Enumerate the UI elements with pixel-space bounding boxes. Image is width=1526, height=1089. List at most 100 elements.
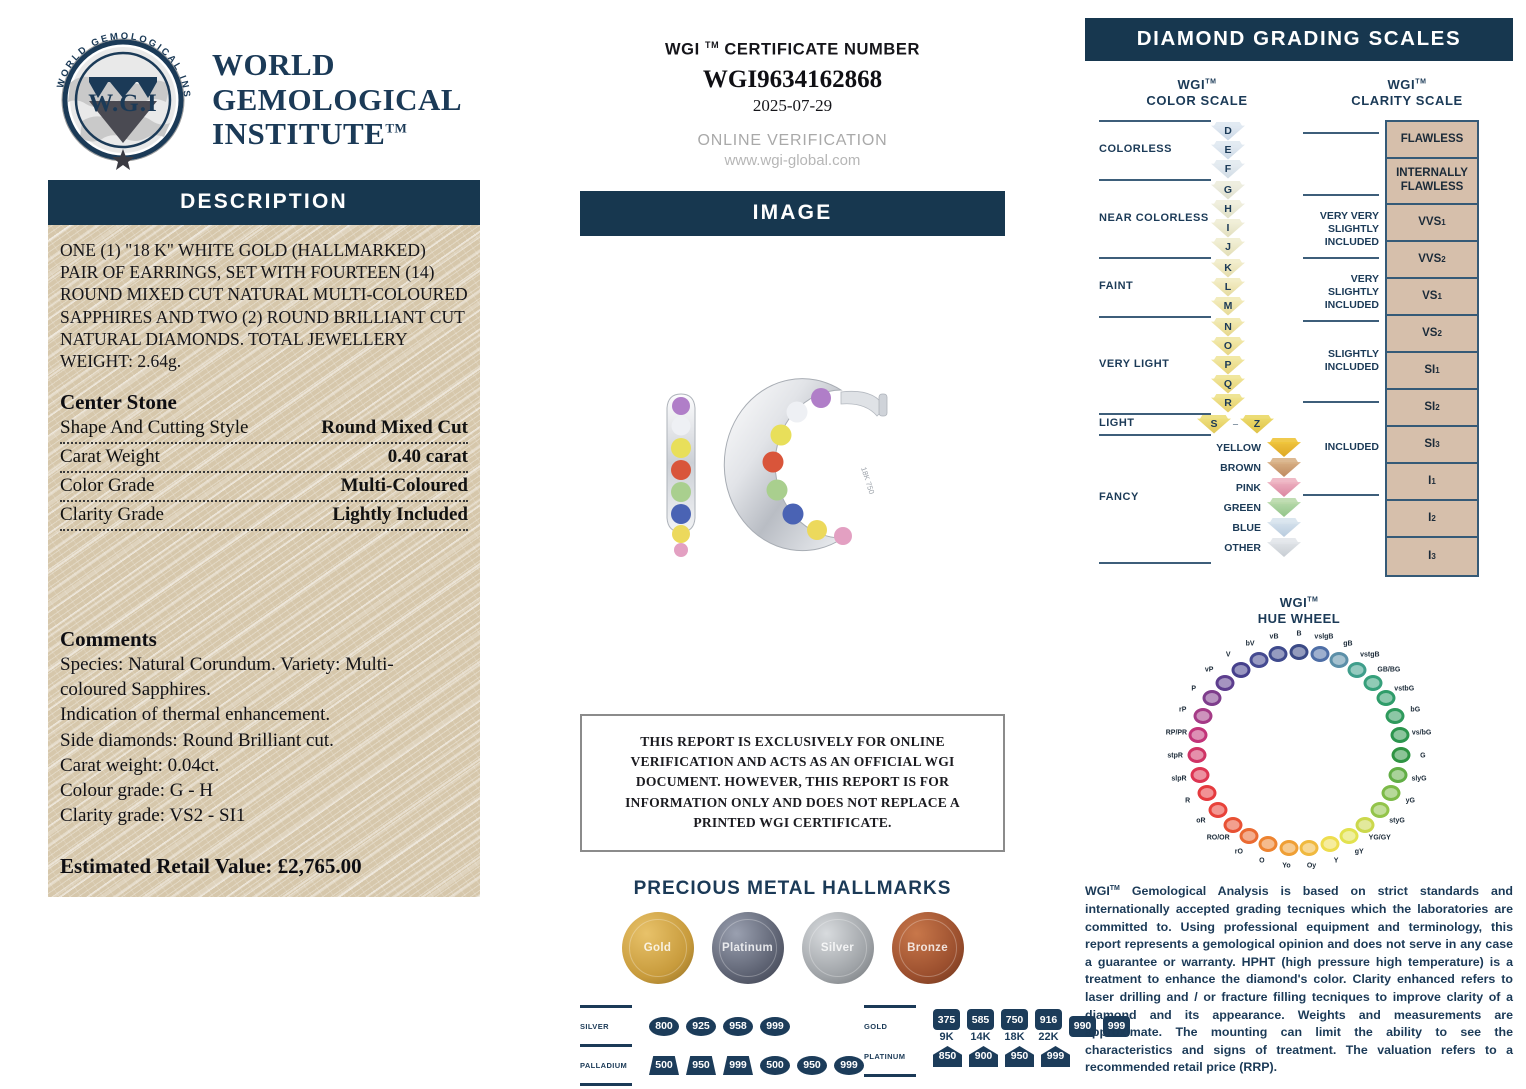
table-row: Shape And Cutting Style Round Mixed Cut: [60, 415, 468, 445]
comments-line: Indication of thermal enhancement.: [60, 704, 331, 726]
hue-label: vP: [1204, 666, 1214, 674]
hallmark-mark: 800: [649, 1016, 679, 1036]
karat-label: 22K: [1038, 1031, 1059, 1044]
hue-dot: [1239, 827, 1259, 844]
karat-label: 18K: [1004, 1031, 1025, 1044]
hue-label: B: [1296, 630, 1302, 638]
divider: [864, 1074, 916, 1078]
hue-dot: [1187, 747, 1207, 764]
hallmark-mark: 850: [933, 1045, 962, 1067]
hue-label: P: [1191, 685, 1197, 693]
color-grade-O: O: [1211, 336, 1245, 356]
hallmark-mark: 950: [1005, 1045, 1034, 1067]
spacer: [60, 531, 468, 627]
clarity-scale-body: VERY VERY SLIGHTLY INCLUDED VERY SLIGHTL…: [1301, 119, 1513, 577]
fancy-name: PINK: [1235, 481, 1261, 494]
certificate-number: WGI9634162868: [702, 65, 883, 93]
color-grade-Z: Z: [1240, 414, 1274, 434]
hue-dot: [1385, 708, 1405, 725]
description-header: DESCRIPTION: [48, 180, 480, 225]
wgi-logo-icon: W.G.I WORLD GEMOLOGICAL INSTITUTE: [43, 17, 198, 175]
hallmark-mark: 750: [1001, 1009, 1028, 1031]
hallmark-mark: 990: [1069, 1015, 1096, 1037]
row-value: Round Mixed Cut: [321, 417, 468, 439]
center-column: WGI TM CERTIFICATE NUMBER WGI9634162868 …: [580, 40, 1130, 1089]
clarity-cell-fl: FLAWLESS: [1387, 121, 1477, 159]
metal-name: GOLD: [864, 1021, 888, 1031]
color-grade-S: S: [1197, 414, 1231, 434]
fancy-gem-pink: [1267, 478, 1301, 497]
hue-label: vstbG: [1394, 685, 1415, 693]
hue-label: slyG: [1411, 775, 1427, 783]
hue-dot: [1320, 835, 1340, 852]
color-scale: WGITM COLOR SCALE COLORLESS D: [1093, 77, 1301, 577]
group-label: VERY LIGHT: [1099, 358, 1170, 371]
color-grade-M: M: [1211, 296, 1245, 316]
color-grade-I: I: [1211, 218, 1245, 238]
certificate-date: 2025-07-29: [752, 95, 833, 115]
grading-scales: WGITM COLOR SCALE COLORLESS D: [1085, 77, 1513, 577]
hallmark-group: 750 18K: [1001, 1009, 1028, 1043]
fancy-gem-green: [1267, 498, 1301, 517]
hue-dot: [1208, 802, 1228, 819]
hue-dot: [1299, 839, 1319, 856]
divider: [1099, 412, 1211, 415]
color-grade-G: G: [1211, 180, 1245, 200]
hallmark-mark: 900: [969, 1045, 998, 1067]
hallmark-mark: 500: [760, 1055, 790, 1075]
hallmark-tables: SILVER 800 925 958 999 PALLADIUM 500 950…: [580, 1002, 1130, 1089]
group-label: FAINT: [1099, 280, 1134, 293]
hue-dot: [1197, 785, 1217, 802]
metal-name: PLATINUM: [864, 1051, 906, 1061]
fancy-gem-blue: [1267, 518, 1301, 537]
letter-stack: K L M: [1211, 258, 1245, 316]
hallmark-mark: 999: [723, 1055, 753, 1075]
fancy-name: GREEN: [1223, 501, 1261, 514]
online-notice: THIS REPORT IS EXCLUSIVELY FOR ONLINE VE…: [580, 713, 1005, 853]
hue-label: Y: [1333, 857, 1339, 865]
row-label: Carat Weight: [60, 446, 160, 468]
hue-dot: [1329, 652, 1349, 669]
metal-name: SILVER: [580, 1021, 609, 1031]
hue-label: vslgB: [1314, 633, 1334, 641]
hallmark-mark: 375: [933, 1009, 960, 1031]
hue-label: G: [1420, 752, 1426, 760]
fancy-name: BLUE: [1232, 521, 1261, 534]
color-grade-F: F: [1211, 159, 1245, 179]
table-row: Carat Weight 0.40 carat: [60, 444, 468, 474]
hallmark-mark: 916: [1035, 1009, 1062, 1031]
color-grade-Q: Q: [1211, 374, 1245, 394]
brand-header: W.G.I WORLD GEMOLOGICAL INSTITUTE WORLD …: [43, 17, 480, 180]
hue-label: oR: [1196, 817, 1206, 825]
clarity-group-i: INCLUDED: [1324, 440, 1379, 453]
clarity-cell-si2: SI 2: [1387, 389, 1477, 427]
color-scale-body: COLORLESS D E F: [1093, 119, 1301, 564]
hallmark-group: 585 14K: [967, 1009, 994, 1043]
hue-dot: [1310, 646, 1330, 663]
hue-label: bG: [1410, 706, 1421, 714]
hue-label: vstgB: [1360, 651, 1380, 659]
brand-name: WORLD GEMOLOGICAL INSTITUTETM: [212, 47, 462, 152]
fancy-row-blue: BLUE: [1157, 518, 1301, 538]
hue-label: YG/GY: [1368, 834, 1391, 842]
letter-stack: N O P Q: [1211, 317, 1245, 413]
hue-label: bV: [1245, 640, 1255, 648]
hallmark-mark: 999: [760, 1016, 790, 1036]
color-grade-J: J: [1211, 237, 1245, 257]
fancy-gem-other: [1267, 538, 1301, 557]
fancy-gem-yellow: [1267, 438, 1301, 457]
hallmark-col-right: GOLD 375 9K 585 14K 750 18K 916: [864, 1002, 1130, 1089]
color-grade-R: R: [1211, 393, 1245, 413]
hallmark-mark: 925: [686, 1016, 716, 1036]
fancy-name: YELLOW: [1216, 441, 1261, 454]
color-scale-title: WGITM COLOR SCALE: [1146, 77, 1248, 109]
verification-url[interactable]: www.wgi-global.com: [724, 151, 861, 169]
hallmarks-title: PRECIOUS METAL HALLMARKS: [633, 878, 952, 900]
clarity-cells: FLAWLESS INTERNALLY FLAWLESS VVS 1 VVS 2 V…: [1385, 119, 1479, 577]
hue-dot: [1355, 816, 1375, 833]
hallmark-mark: 585: [967, 1009, 994, 1031]
color-grade-D: D: [1211, 121, 1245, 141]
divider: [580, 1005, 632, 1009]
